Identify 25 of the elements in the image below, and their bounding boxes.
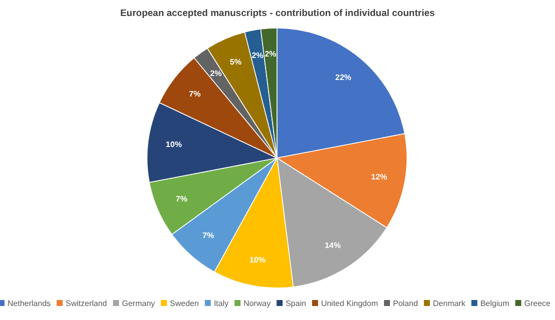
legend-label: Greece bbox=[524, 299, 552, 308]
legend-label: Spain bbox=[286, 299, 306, 308]
legend-label: Netherlands bbox=[8, 299, 51, 308]
data-label: 2% bbox=[210, 68, 222, 78]
data-label: 10% bbox=[250, 255, 266, 264]
data-label: 7% bbox=[176, 194, 188, 204]
legend-label: Norway bbox=[243, 299, 271, 308]
chart-title: European accepted manuscripts - contribution of individual countries bbox=[120, 8, 435, 19]
data-label: 7% bbox=[202, 231, 214, 240]
data-label: 2% bbox=[252, 50, 264, 60]
legend-label: Belgium bbox=[480, 299, 510, 308]
legend-label: Switzerland bbox=[66, 299, 108, 308]
legend-label: Poland bbox=[392, 299, 418, 308]
data-label: 2% bbox=[264, 49, 276, 58]
data-label: 7% bbox=[189, 89, 201, 98]
legend-label: Denmark bbox=[432, 299, 466, 308]
data-label: 22% bbox=[335, 72, 352, 82]
legend-label: Germany bbox=[122, 299, 155, 308]
legend-label: Sweden bbox=[170, 299, 199, 308]
data-label: 14% bbox=[324, 240, 341, 250]
legend-label: United Kingdom bbox=[321, 299, 378, 308]
data-label: 12% bbox=[371, 172, 388, 182]
data-label: 10% bbox=[166, 140, 182, 150]
legend-label: Italy bbox=[214, 299, 228, 308]
data-label: 5% bbox=[230, 58, 242, 67]
